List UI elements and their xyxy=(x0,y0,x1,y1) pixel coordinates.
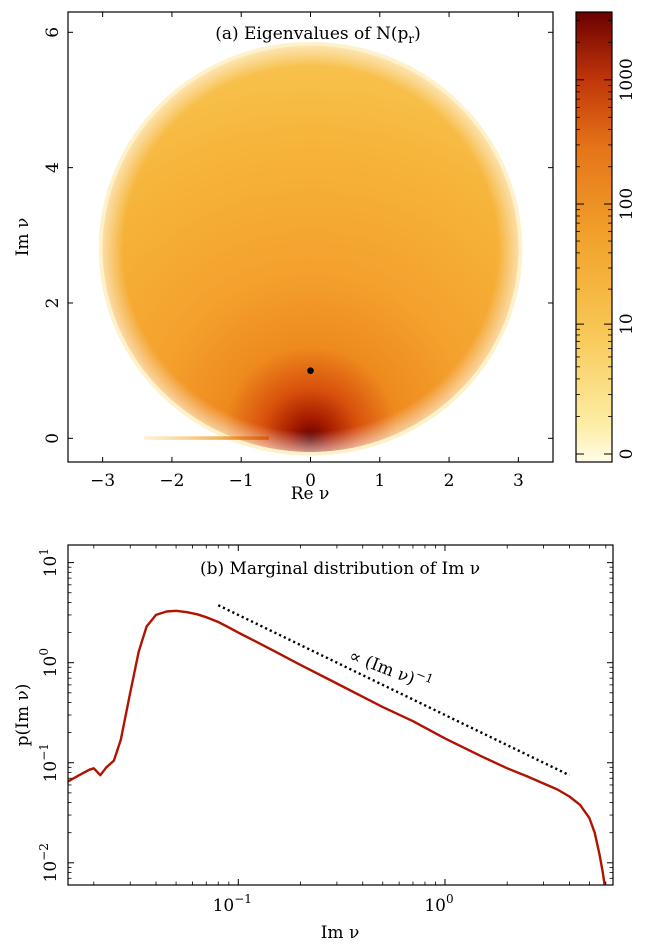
heatmap-x-tick-label: −1 xyxy=(229,471,254,491)
reference-point-marker xyxy=(307,367,314,374)
colorbar-tick-label: 10 xyxy=(617,313,637,335)
marginal-x-tick-label: 10−1 xyxy=(213,892,252,916)
power-law-label: ∝ (Im ν)−1 xyxy=(346,642,435,695)
heatmap-x-tick-label: −3 xyxy=(90,471,115,491)
heatmap-x-tick-label: 1 xyxy=(374,471,385,491)
heatmap-y-tick-label: 4 xyxy=(43,162,63,173)
colorbar-tick-label: 1000 xyxy=(617,58,637,101)
marginal-y-axis-label: p(Im ν) xyxy=(13,684,33,747)
marginal-plot-frame xyxy=(67,544,614,886)
marginal-y-tick-label: 100 xyxy=(37,648,61,677)
heatmap-y-axis-label: Im ν xyxy=(13,218,33,257)
colorbar-tick-label: 100 xyxy=(617,188,637,220)
power-law-reference-line xyxy=(217,604,570,777)
marginal-y-tick-label: 10−2 xyxy=(37,843,61,882)
colorbar: 0 10 100 1000 xyxy=(575,11,637,463)
marginal-y-tick-label: 101 xyxy=(37,548,61,577)
eigenvalue-density-edge-fade xyxy=(102,45,519,452)
heatmap-y-tick-label: 6 xyxy=(43,27,63,38)
heatmap-x-tick-label: 3 xyxy=(513,471,524,491)
heatmap-x-tick-label: 0 xyxy=(305,471,316,491)
colorbar-tick-label: 0 xyxy=(617,449,637,460)
real-axis-density-streak xyxy=(144,436,269,440)
marginal-distribution-panel: 10−1 100 10−2 10−1 100 101 (b) Marginal distr… xyxy=(13,544,614,943)
colorbar-ticks: 0 10 100 1000 xyxy=(576,19,637,460)
heatmap-x-axis-label: Re ν xyxy=(291,484,330,504)
heatmap-y-tick-label: 2 xyxy=(43,298,63,309)
heatmap-title: (a) Eigenvalues of N(pr) xyxy=(215,24,421,46)
heatmap-y-tick-label: 0 xyxy=(43,433,63,444)
marginal-x-axis-label: Im ν xyxy=(321,923,360,943)
marginal-plot-title: (b) Marginal distribution of Im ν xyxy=(200,559,480,579)
marginal-distribution-curve xyxy=(68,609,606,885)
heatmap-x-tick-label: 2 xyxy=(444,471,455,491)
colorbar-gradient xyxy=(575,11,613,463)
heatmap-x-tick-label: −2 xyxy=(159,471,184,491)
marginal-plot-ticks: 10−1 100 10−2 10−1 100 101 xyxy=(37,545,613,916)
marginal-x-tick-label: 100 xyxy=(424,892,453,916)
heatmap-ticks: −3 −2 −1 0 1 2 3 0 2 4 6 xyxy=(43,12,553,491)
marginal-y-tick-label: 10−1 xyxy=(37,743,61,782)
